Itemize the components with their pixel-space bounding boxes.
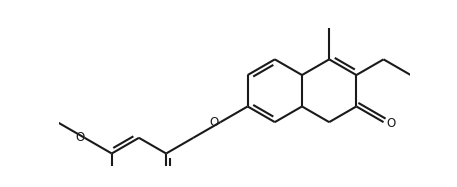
Text: O: O [387,117,396,131]
Text: O: O [75,131,85,144]
Text: O: O [209,116,218,129]
